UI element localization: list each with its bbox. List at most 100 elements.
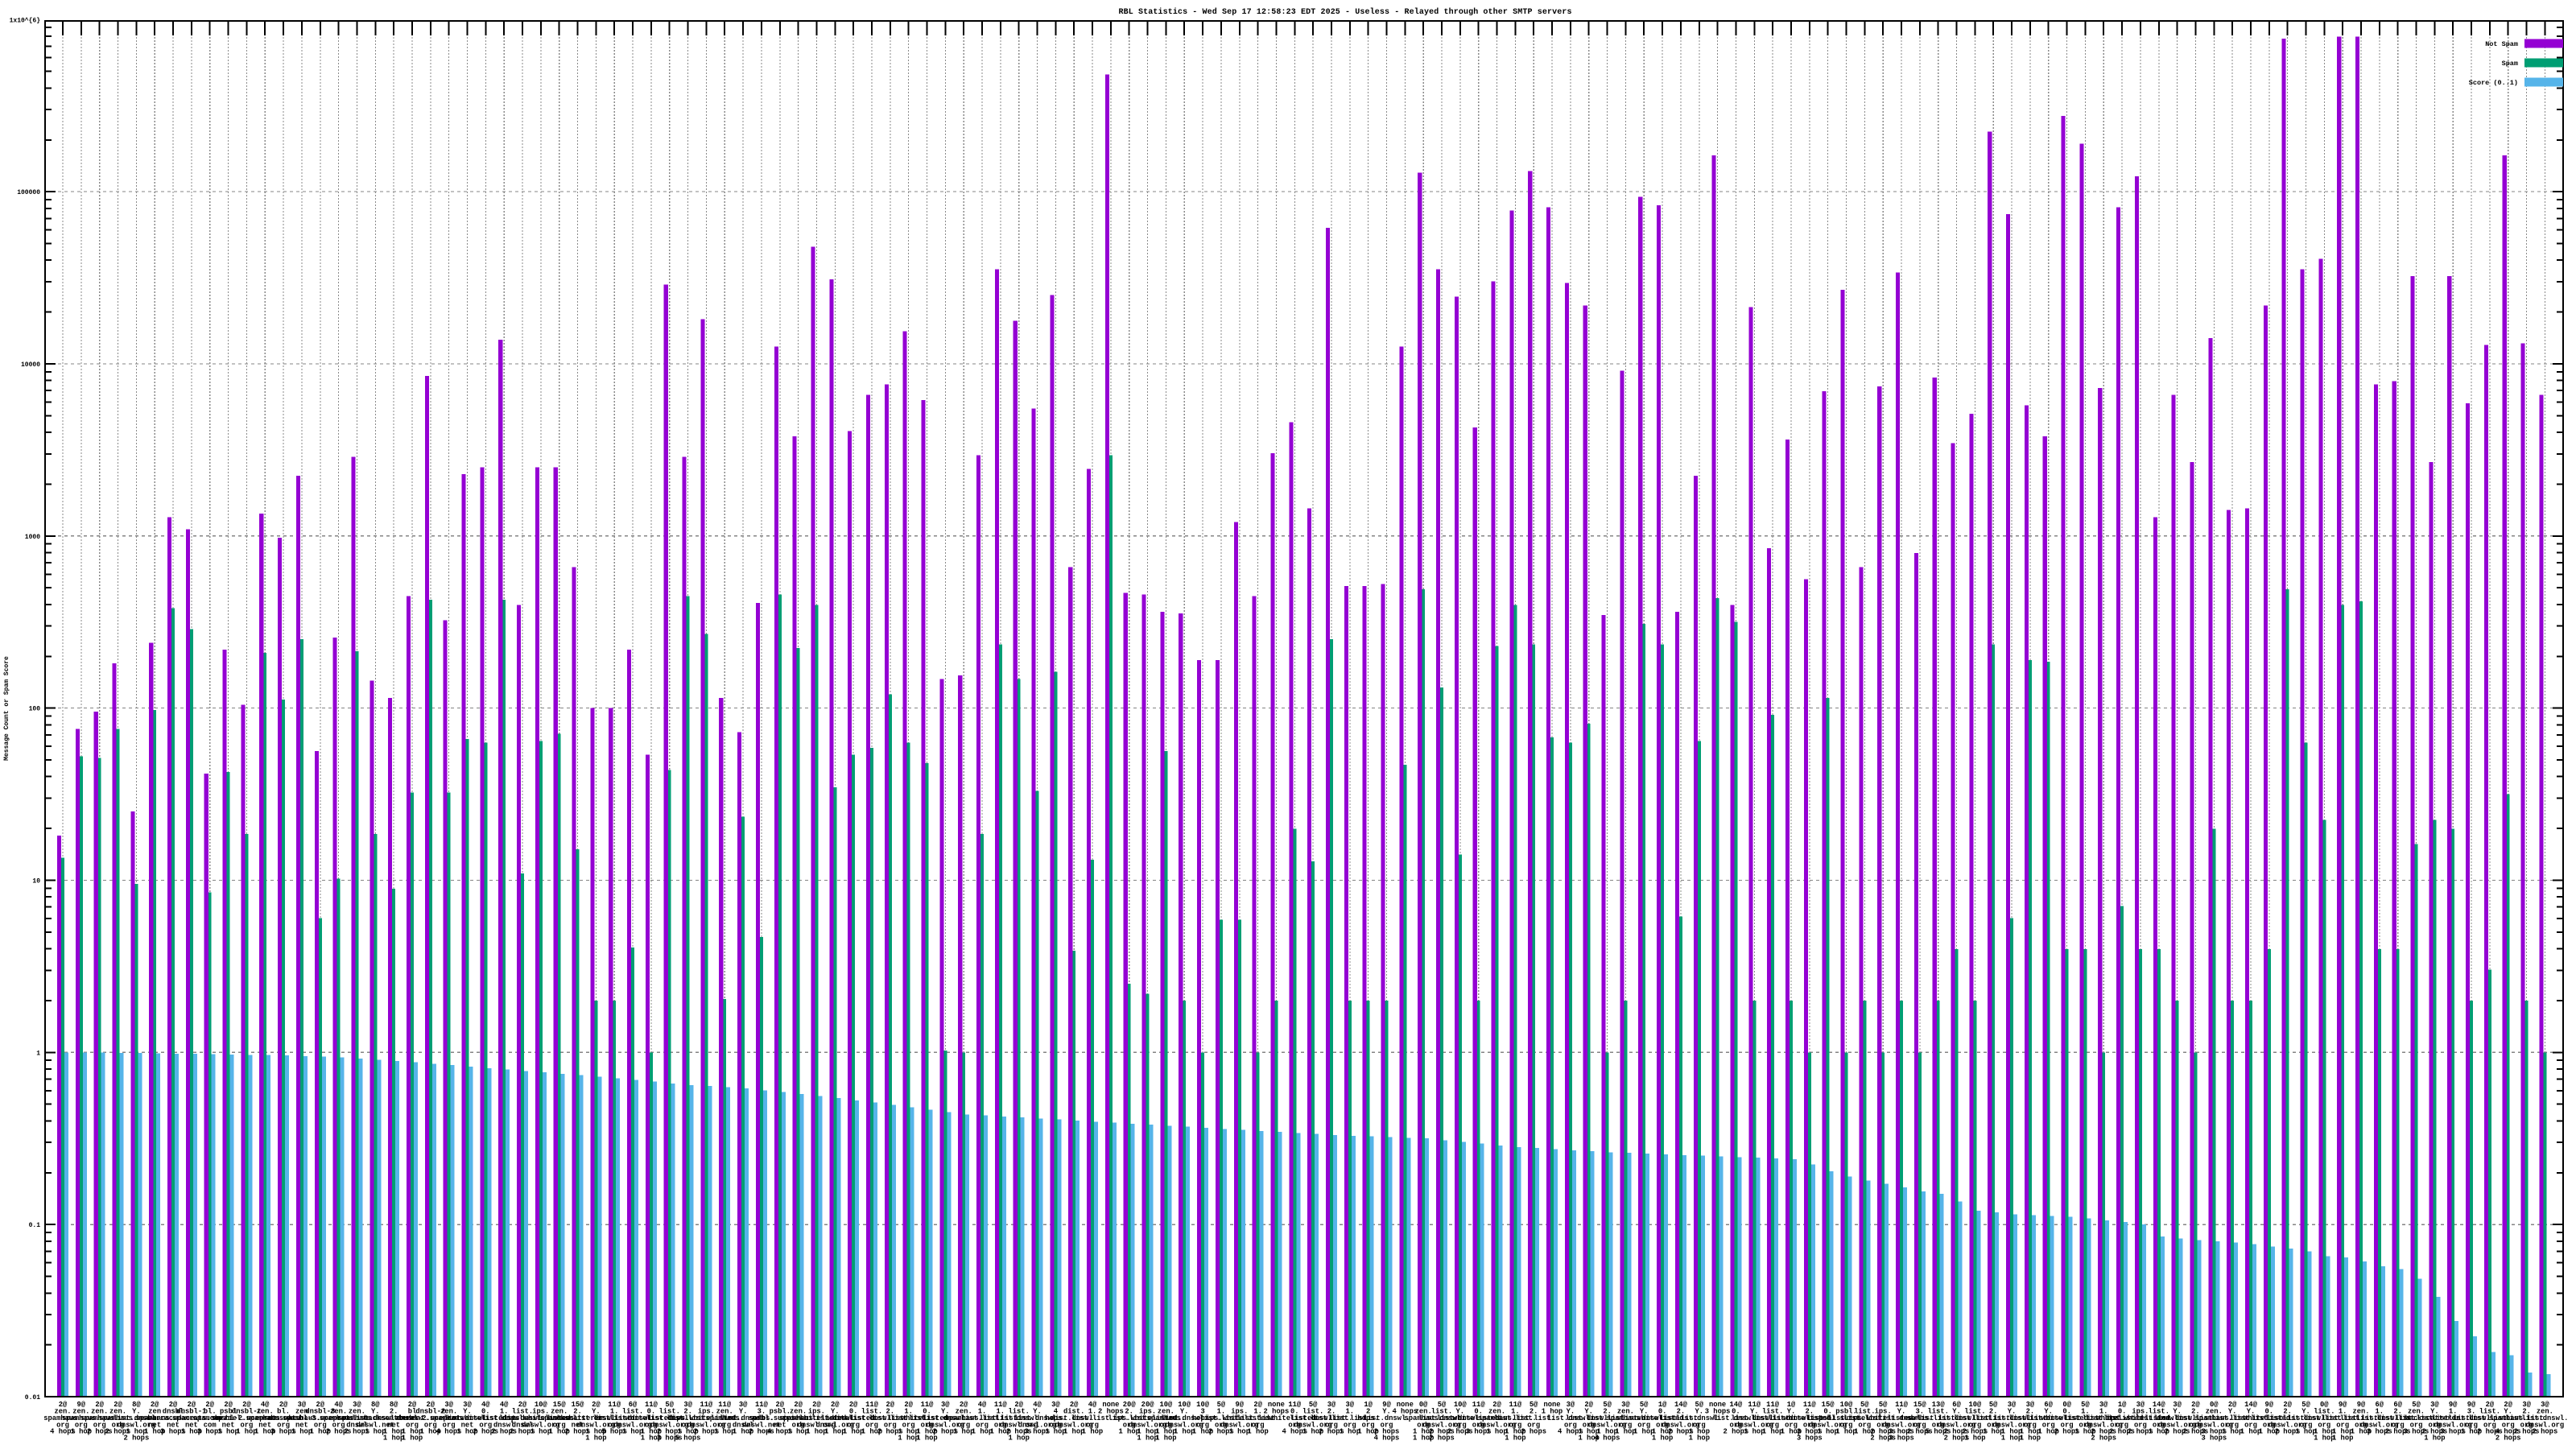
svg-text:list.dnswl.: list.dnswl. bbox=[2521, 1414, 2568, 1422]
svg-text:1x10^{6}: 1x10^{6} bbox=[10, 17, 41, 24]
svg-text:2 hops: 2 hops bbox=[1870, 1435, 1896, 1443]
svg-text:0.: 0. bbox=[2265, 1408, 2274, 1416]
svg-text:1 hop: 1 hop bbox=[990, 1428, 1011, 1436]
svg-text:Y.: Y. bbox=[2228, 1408, 2237, 1416]
svg-text:org: org bbox=[2502, 1422, 2515, 1430]
svg-text:2@: 2@ bbox=[188, 1401, 196, 1409]
svg-text:1 hop: 1 hop bbox=[126, 1428, 147, 1436]
svg-text:dnsbl-1: dnsbl-1 bbox=[176, 1408, 206, 1416]
svg-text:2.: 2. bbox=[1125, 1408, 1133, 1416]
svg-text:3@: 3@ bbox=[683, 1401, 692, 1409]
svg-text:1 hop: 1 hop bbox=[1615, 1428, 1636, 1436]
svg-text:org: org bbox=[1472, 1422, 1485, 1430]
svg-text:org: org bbox=[2520, 1422, 2533, 1430]
svg-text:com: com bbox=[204, 1422, 217, 1430]
svg-text:3@: 3@ bbox=[941, 1401, 950, 1409]
svg-text:zen.: zen. bbox=[2408, 1408, 2425, 1416]
svg-text:list.: list. bbox=[1431, 1408, 1452, 1416]
svg-text:org: org bbox=[682, 1422, 695, 1430]
svg-text:2.: 2. bbox=[1677, 1408, 1686, 1416]
svg-text:list.dnswl.: list.dnswl. bbox=[481, 1414, 527, 1422]
svg-text:1.: 1. bbox=[1346, 1408, 1355, 1416]
svg-text:net: net bbox=[148, 1422, 161, 1430]
svg-text:4@: 4@ bbox=[1088, 1401, 1097, 1409]
svg-text:Y.: Y. bbox=[2504, 1408, 2512, 1416]
svg-text:1 hop: 1 hop bbox=[916, 1428, 937, 1436]
svg-text:dnswl.org: dnswl.org bbox=[1736, 1422, 1774, 1430]
svg-text:14@: 14@ bbox=[2244, 1401, 2258, 1409]
svg-text:spamcop.: spamcop. bbox=[193, 1414, 227, 1422]
svg-text:2 hops: 2 hops bbox=[2496, 1435, 2521, 1443]
svg-text:100000: 100000 bbox=[17, 189, 40, 196]
svg-text:dist.: dist. bbox=[1063, 1408, 1084, 1416]
svg-text:dnswl.org: dnswl.org bbox=[1938, 1422, 1976, 1430]
svg-text:list.dnswl.: list.dnswl. bbox=[2356, 1414, 2403, 1422]
svg-text:bl: bl bbox=[408, 1408, 417, 1416]
svg-text:2.: 2. bbox=[2283, 1408, 2292, 1416]
svg-text:2@: 2@ bbox=[518, 1401, 527, 1409]
svg-text:1 hop: 1 hop bbox=[1689, 1428, 1710, 1436]
svg-text:1@: 1@ bbox=[1658, 1401, 1667, 1409]
svg-text:2@: 2@ bbox=[2504, 1401, 2512, 1409]
svg-text:6@: 6@ bbox=[2376, 1401, 2384, 1409]
svg-text:3 hops: 3 hops bbox=[270, 1428, 296, 1436]
svg-text:Y.: Y. bbox=[1382, 1408, 1391, 1416]
svg-text:org: org bbox=[75, 1422, 88, 1430]
svg-text:11@: 11@ bbox=[1803, 1401, 1817, 1409]
svg-text:org: org bbox=[1159, 1422, 1172, 1430]
svg-text:1 hop: 1 hop bbox=[2351, 1428, 2372, 1436]
svg-text:list.dnswl.: list.dnswl. bbox=[1566, 1414, 1612, 1422]
svg-text:list.list.: list.list. bbox=[1494, 1414, 1537, 1422]
svg-text:abuseat.: abuseat. bbox=[266, 1414, 300, 1422]
svg-text:Y.: Y. bbox=[1952, 1408, 1961, 1416]
svg-text:2 hops: 2 hops bbox=[105, 1428, 131, 1436]
svg-text:2@: 2@ bbox=[95, 1401, 104, 1409]
svg-text:net: net bbox=[185, 1422, 198, 1430]
svg-text:org: org bbox=[1840, 1422, 1853, 1430]
svg-text:Y.: Y. bbox=[739, 1408, 748, 1416]
svg-text:0@: 0@ bbox=[2062, 1401, 2071, 1409]
svg-text:2 hops: 2 hops bbox=[124, 1435, 150, 1443]
svg-text:1.: 1. bbox=[500, 1408, 509, 1416]
svg-text:5@: 5@ bbox=[1438, 1401, 1447, 1409]
svg-text:org: org bbox=[2061, 1422, 2074, 1430]
svg-text:2@: 2@ bbox=[592, 1401, 601, 1409]
svg-text:1 hop: 1 hop bbox=[2332, 1435, 2353, 1443]
svg-text:1.: 1. bbox=[1088, 1408, 1097, 1416]
svg-text:list.dnswl.: list.dnswl. bbox=[1013, 1414, 1060, 1422]
svg-text:2@: 2@ bbox=[904, 1401, 913, 1409]
svg-text:2@: 2@ bbox=[224, 1401, 233, 1409]
svg-text:1 hop: 1 hop bbox=[2314, 1435, 2334, 1443]
svg-text:1 hop: 1 hop bbox=[1008, 1435, 1029, 1443]
svg-text:org: org bbox=[1362, 1422, 1375, 1430]
svg-text:1 hop: 1 hop bbox=[1486, 1428, 1507, 1436]
svg-text:org: org bbox=[1215, 1422, 1228, 1430]
svg-text:9@: 9@ bbox=[2467, 1401, 2476, 1409]
svg-text:5@: 5@ bbox=[1603, 1401, 1612, 1409]
svg-text:spamhaus.: spamhaus. bbox=[135, 1414, 174, 1422]
svg-text:dnswl.org: dnswl.org bbox=[927, 1422, 965, 1430]
svg-text:3 hops: 3 hops bbox=[1466, 1428, 1492, 1436]
svg-text:whitelisted.: whitelisted. bbox=[2041, 1414, 2092, 1422]
svg-text:org: org bbox=[994, 1422, 1007, 1430]
svg-text:whitelisted.: whitelisted. bbox=[460, 1414, 511, 1422]
svg-text:2@: 2@ bbox=[1070, 1401, 1079, 1409]
svg-text:2 hops: 2 hops bbox=[2477, 1428, 2503, 1436]
svg-text:1 hop: 1 hop bbox=[1817, 1428, 1838, 1436]
svg-text:list.dnswl.: list.dnswl. bbox=[2448, 1414, 2495, 1422]
svg-text:dnswl.net: dnswl.net bbox=[357, 1422, 395, 1430]
svg-text:3@: 3@ bbox=[2173, 1401, 2182, 1409]
svg-text:org: org bbox=[2042, 1422, 2055, 1430]
svg-text:zen.: zen. bbox=[1158, 1408, 1174, 1416]
svg-text:dnswl.org: dnswl.org bbox=[1165, 1422, 1203, 1430]
svg-text:whitelisted.: whitelisted. bbox=[1637, 1414, 1687, 1422]
svg-text:2 hops: 2 hops bbox=[1429, 1428, 1455, 1436]
svg-text:dnswl.org: dnswl.org bbox=[1809, 1422, 1847, 1430]
svg-text:4@: 4@ bbox=[334, 1401, 343, 1409]
svg-text:1 hop: 1 hop bbox=[1137, 1435, 1158, 1443]
svg-text:3@: 3@ bbox=[1567, 1401, 1575, 1409]
svg-text:whitelisted.: whitelisted. bbox=[1453, 1414, 1504, 1422]
svg-text:org: org bbox=[1583, 1422, 1596, 1430]
svg-text:0@: 0@ bbox=[2210, 1401, 2219, 1409]
svg-text:Y.: Y. bbox=[1456, 1408, 1465, 1416]
